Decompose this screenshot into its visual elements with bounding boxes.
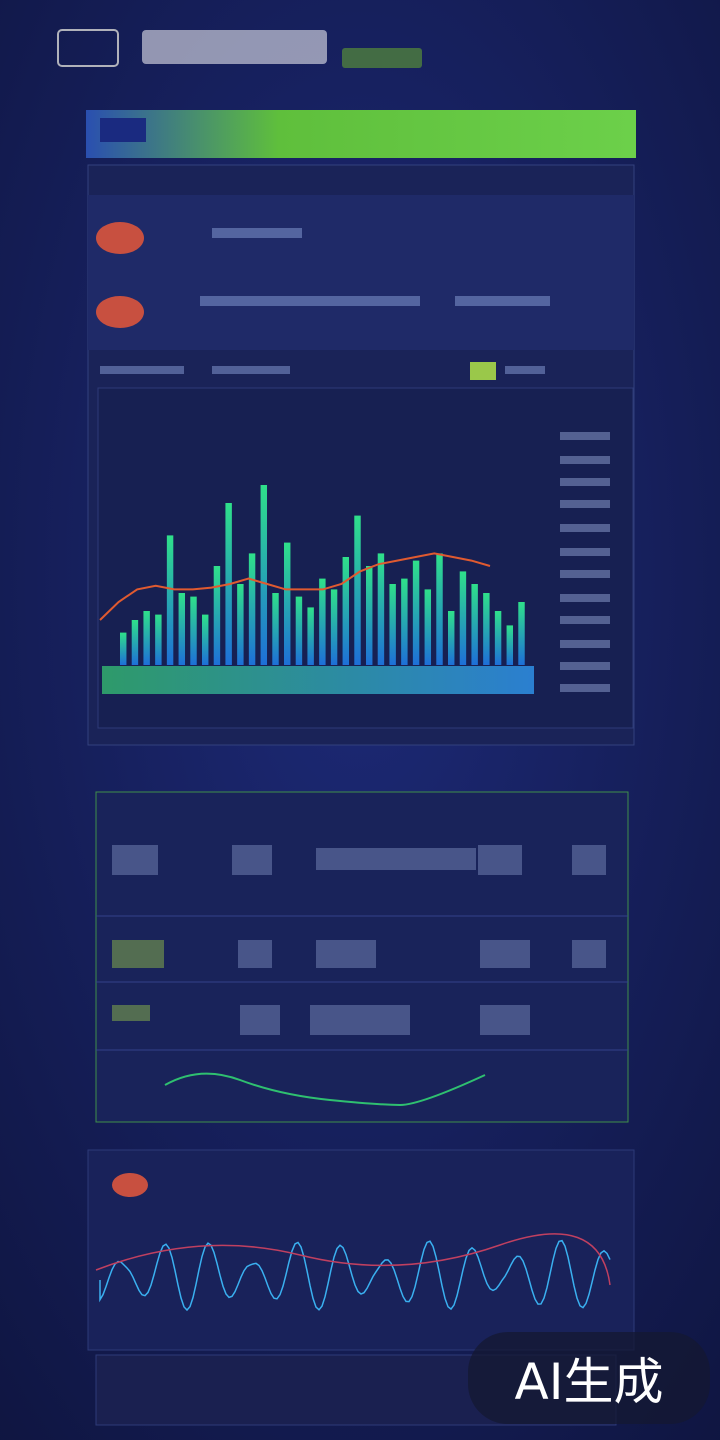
bar	[178, 593, 186, 665]
bar	[506, 625, 514, 665]
line	[99, 552, 491, 621]
bar	[424, 589, 432, 665]
bar	[401, 578, 408, 665]
bar	[342, 557, 350, 665]
bar	[248, 553, 256, 665]
top-bar-icon	[100, 118, 146, 142]
bar	[307, 607, 314, 665]
bar	[213, 566, 221, 665]
bar	[155, 614, 162, 665]
bar	[202, 614, 209, 665]
bar	[436, 553, 443, 665]
bar-chart	[99, 485, 525, 665]
table-text-placeholder	[112, 845, 606, 1035]
watermark: AI生成	[468, 1332, 710, 1424]
avatar	[112, 1173, 148, 1197]
bar	[166, 535, 174, 665]
bar	[483, 593, 490, 665]
waveform	[99, 1239, 611, 1312]
bar	[237, 584, 244, 665]
header-logo	[57, 29, 422, 68]
top-bar	[86, 110, 636, 158]
wave-panel	[87, 1149, 635, 1351]
bar	[366, 566, 373, 665]
bar	[377, 553, 385, 665]
legend-placeholder	[560, 432, 610, 692]
table-rows	[96, 915, 628, 1051]
bar	[120, 632, 127, 665]
bar	[260, 485, 268, 665]
bar	[272, 593, 279, 665]
bar	[131, 620, 139, 665]
bar	[494, 611, 502, 665]
bar	[143, 611, 150, 665]
bar	[459, 571, 467, 665]
wave-trend	[95, 1233, 611, 1286]
info-card	[88, 195, 634, 350]
bar	[448, 611, 455, 665]
bar	[190, 596, 197, 665]
trend-line	[164, 1072, 486, 1107]
bar	[518, 602, 525, 665]
chart-base	[102, 666, 534, 694]
bar	[330, 589, 338, 665]
badge	[470, 362, 496, 380]
table-panel	[95, 791, 629, 1123]
bar	[319, 578, 326, 665]
bar	[389, 584, 396, 665]
bar	[412, 560, 420, 665]
bar	[471, 584, 478, 665]
avatar	[96, 222, 144, 254]
bar	[284, 542, 291, 665]
avatar	[96, 296, 144, 328]
bar	[354, 515, 361, 665]
bar	[295, 596, 303, 665]
